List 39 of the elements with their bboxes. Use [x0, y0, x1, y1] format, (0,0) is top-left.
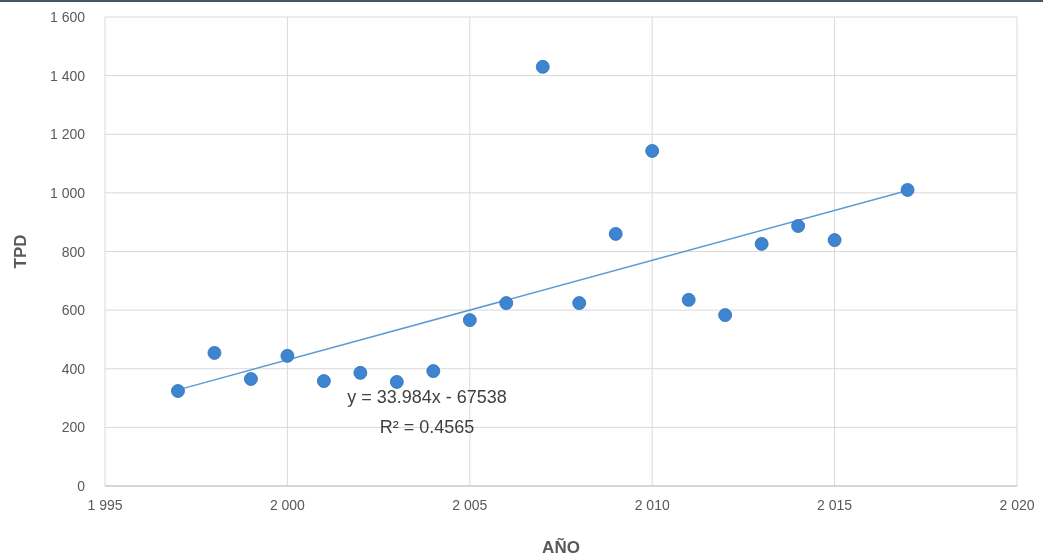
y-tick-label: 1 600	[49, 9, 86, 25]
point	[171, 384, 185, 398]
point	[718, 308, 733, 323]
point	[316, 374, 331, 388]
point	[280, 348, 295, 363]
point	[791, 219, 806, 233]
x-tick-label: 2 010	[634, 497, 670, 513]
point	[462, 313, 477, 327]
point	[572, 296, 587, 310]
annotation: R² = 0.4565	[379, 417, 475, 437]
x-axis-title: AÑO	[542, 537, 580, 557]
y-tick-label: 200	[61, 419, 86, 436]
annotation: y = 33.984x - 67538	[347, 387, 507, 407]
y-axis-title: TPD	[11, 234, 30, 269]
x-tick-label: 1 995	[87, 497, 123, 513]
point	[244, 372, 258, 386]
point	[499, 296, 514, 310]
point	[754, 236, 769, 251]
x-tick-label: 2 015	[817, 497, 853, 513]
x-tick-label: 2 000	[269, 497, 306, 513]
point	[207, 346, 222, 360]
point	[900, 183, 915, 197]
y-tick-label: 1 000	[49, 184, 86, 201]
y-tick-label: 0	[77, 478, 86, 494]
point	[681, 292, 696, 307]
x-tick-label: 2 005	[452, 497, 488, 513]
y-tick-label: 600	[61, 302, 86, 319]
y-tick-label: 1 200	[49, 126, 86, 143]
x-tick-label: 2 020	[999, 497, 1035, 513]
point	[608, 227, 623, 241]
point	[535, 59, 550, 74]
y-tick-label: 1 400	[49, 67, 86, 84]
point	[645, 144, 660, 158]
y-tick-label: 400	[61, 360, 86, 377]
point	[827, 233, 842, 247]
y-tick-label: 800	[61, 243, 86, 260]
point	[426, 364, 441, 378]
point	[353, 365, 368, 380]
point	[389, 375, 404, 389]
